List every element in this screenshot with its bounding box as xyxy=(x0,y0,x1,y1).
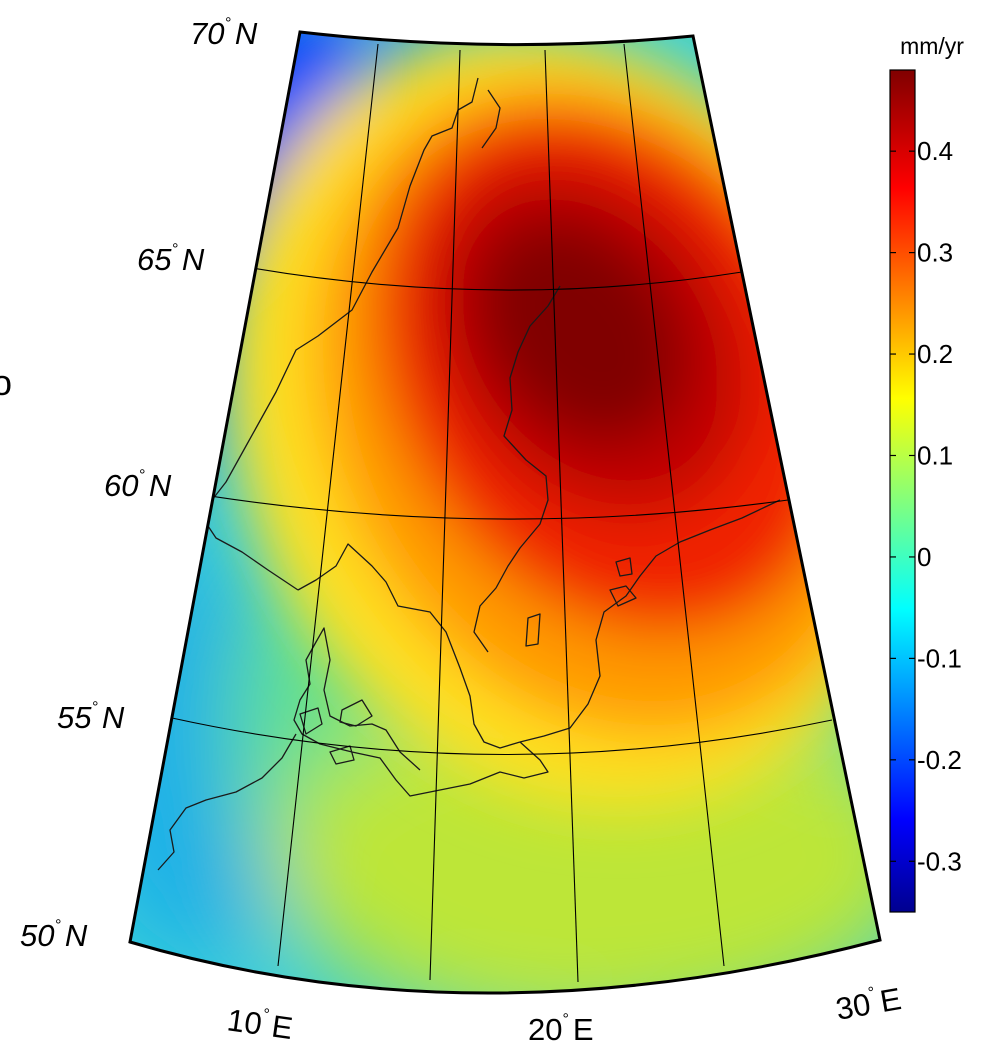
lon-label-30: 30°E xyxy=(833,980,904,1027)
map-frame xyxy=(128,30,882,995)
colorbar-tick-label: -0.1 xyxy=(917,643,962,673)
lat-label-55: 55° N xyxy=(57,699,125,735)
lat-label-50: 50° N xyxy=(20,917,88,953)
colorbar-tick-label: 0 xyxy=(917,542,931,572)
lat-label-65: 65° N xyxy=(137,241,205,277)
latitude-labels: 70° N 65° N 60° N 55° N 50° N xyxy=(20,15,258,953)
colorbar: mm/yr 0.4 0.3 0.2 0.1 0 -0.1 -0.2 -0.3 xyxy=(889,33,964,913)
lat-label-60: 60° N xyxy=(104,467,172,503)
colorbar-unit: mm/yr xyxy=(900,33,964,59)
longitude-labels: 10°E 20° E 30°E xyxy=(225,980,904,1045)
colorbar-tick-label: 0.2 xyxy=(917,339,953,369)
colorbar-tick-label: -0.2 xyxy=(917,745,962,775)
colorbar-tick-label: 0.4 xyxy=(917,136,953,166)
graticule xyxy=(130,32,880,994)
coastlines xyxy=(157,77,781,871)
lat-label-70: 70° N xyxy=(190,15,258,51)
colorbar-gradient xyxy=(889,69,916,913)
lon-label-10: 10°E xyxy=(225,1001,295,1045)
colorbar-tick-label: -0.3 xyxy=(917,846,962,876)
edge-glyph: o xyxy=(0,362,12,403)
colorbar-tick-label: 0.1 xyxy=(917,440,953,470)
uplift-field xyxy=(130,32,880,994)
colorbar-ticks: 0.4 0.3 0.2 0.1 0 -0.1 -0.2 -0.3 xyxy=(890,136,962,876)
lon-label-20: 20° E xyxy=(528,1011,594,1045)
colorbar-tick-label: 0.3 xyxy=(917,238,953,268)
